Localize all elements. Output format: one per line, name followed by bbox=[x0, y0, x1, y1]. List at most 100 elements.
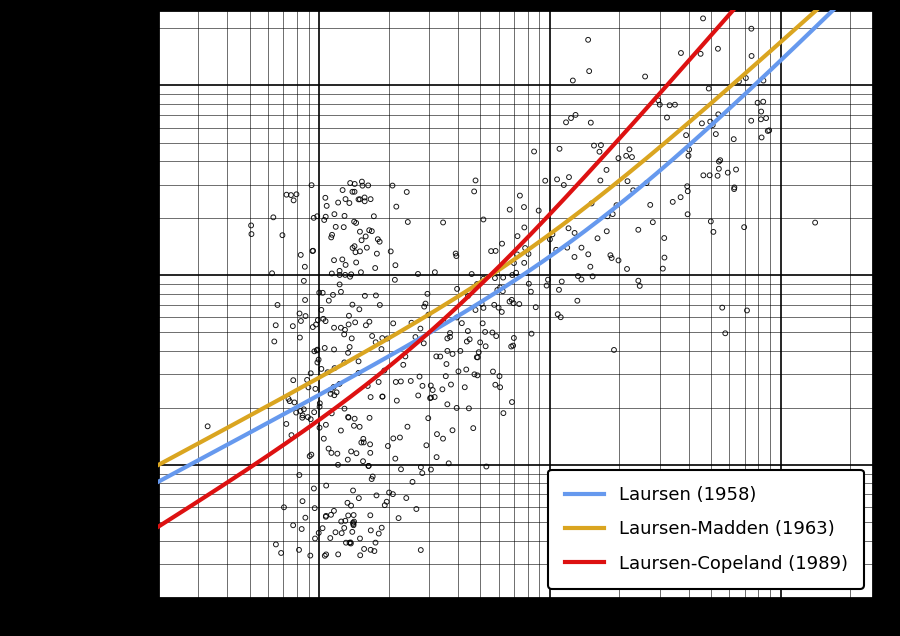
Point bbox=[386, 433, 400, 443]
Point bbox=[419, 440, 434, 450]
Point bbox=[740, 305, 754, 315]
Point bbox=[341, 413, 356, 423]
Point bbox=[323, 389, 338, 399]
Point bbox=[491, 285, 505, 295]
Point bbox=[484, 246, 499, 256]
Point bbox=[325, 230, 339, 240]
Point bbox=[267, 336, 282, 347]
Point bbox=[489, 246, 503, 256]
Point bbox=[392, 513, 406, 523]
Point bbox=[404, 317, 419, 328]
Point bbox=[711, 109, 725, 120]
Point bbox=[471, 352, 485, 363]
Point bbox=[345, 527, 359, 537]
Point bbox=[343, 537, 357, 548]
Point bbox=[712, 163, 726, 174]
Point bbox=[201, 421, 215, 431]
Point bbox=[292, 333, 307, 343]
Point bbox=[461, 291, 475, 301]
Point bbox=[559, 117, 573, 127]
Point bbox=[293, 250, 308, 260]
Point bbox=[475, 318, 490, 328]
Point bbox=[696, 13, 710, 24]
Point bbox=[443, 328, 457, 338]
Point bbox=[304, 450, 319, 460]
Point bbox=[679, 130, 693, 141]
Point bbox=[314, 305, 328, 315]
Point bbox=[487, 300, 501, 310]
Point bbox=[321, 296, 336, 306]
Point bbox=[439, 359, 454, 369]
Point bbox=[325, 268, 339, 279]
Point bbox=[342, 537, 356, 548]
Point bbox=[319, 316, 333, 326]
Point bbox=[338, 537, 353, 548]
Point bbox=[562, 223, 576, 233]
Point bbox=[328, 209, 342, 219]
Point bbox=[737, 222, 751, 232]
Point bbox=[337, 329, 351, 340]
Point bbox=[371, 234, 385, 244]
Point bbox=[488, 273, 502, 283]
Point bbox=[298, 295, 312, 305]
Point bbox=[372, 377, 386, 387]
Point bbox=[270, 300, 284, 310]
Point bbox=[341, 510, 356, 520]
Point bbox=[298, 513, 312, 523]
Point bbox=[510, 249, 525, 259]
Point bbox=[474, 299, 489, 309]
Point bbox=[594, 140, 608, 150]
Point bbox=[436, 384, 450, 394]
Point bbox=[505, 270, 519, 280]
Point bbox=[543, 234, 557, 244]
Point bbox=[357, 197, 372, 207]
Point bbox=[702, 83, 716, 93]
Point bbox=[338, 357, 352, 368]
Point bbox=[357, 291, 372, 301]
Point bbox=[351, 195, 365, 205]
Point bbox=[508, 268, 523, 278]
Point bbox=[356, 181, 370, 191]
Point bbox=[312, 398, 327, 408]
Point bbox=[389, 202, 403, 212]
Point bbox=[346, 510, 361, 520]
Point bbox=[316, 314, 330, 324]
Point bbox=[315, 523, 329, 533]
Point bbox=[512, 299, 526, 309]
Point bbox=[307, 483, 321, 494]
Point bbox=[356, 438, 371, 448]
Point bbox=[289, 408, 303, 418]
Point bbox=[478, 327, 492, 337]
Point bbox=[307, 407, 321, 417]
Point bbox=[753, 114, 768, 125]
Point bbox=[346, 243, 360, 253]
Point bbox=[443, 332, 457, 342]
Point bbox=[552, 285, 566, 295]
Point bbox=[355, 235, 369, 245]
Point bbox=[385, 181, 400, 191]
Point bbox=[732, 76, 746, 86]
Point bbox=[545, 229, 560, 239]
Point bbox=[424, 392, 438, 403]
Point bbox=[329, 387, 344, 398]
Point bbox=[334, 425, 348, 436]
Point bbox=[295, 496, 310, 506]
Point bbox=[369, 291, 383, 301]
Point bbox=[485, 328, 500, 338]
Point bbox=[715, 303, 729, 313]
Point bbox=[334, 287, 348, 297]
Point bbox=[660, 113, 674, 123]
Point bbox=[553, 144, 567, 154]
Point bbox=[466, 423, 481, 433]
Point bbox=[265, 268, 279, 279]
Point bbox=[506, 340, 520, 350]
Point bbox=[295, 410, 310, 420]
Point bbox=[645, 217, 660, 227]
Point bbox=[496, 286, 510, 296]
Point bbox=[631, 275, 645, 286]
Point bbox=[352, 493, 366, 503]
Point bbox=[421, 413, 436, 424]
Point bbox=[409, 332, 423, 342]
Point bbox=[348, 317, 363, 328]
Point bbox=[338, 211, 352, 221]
